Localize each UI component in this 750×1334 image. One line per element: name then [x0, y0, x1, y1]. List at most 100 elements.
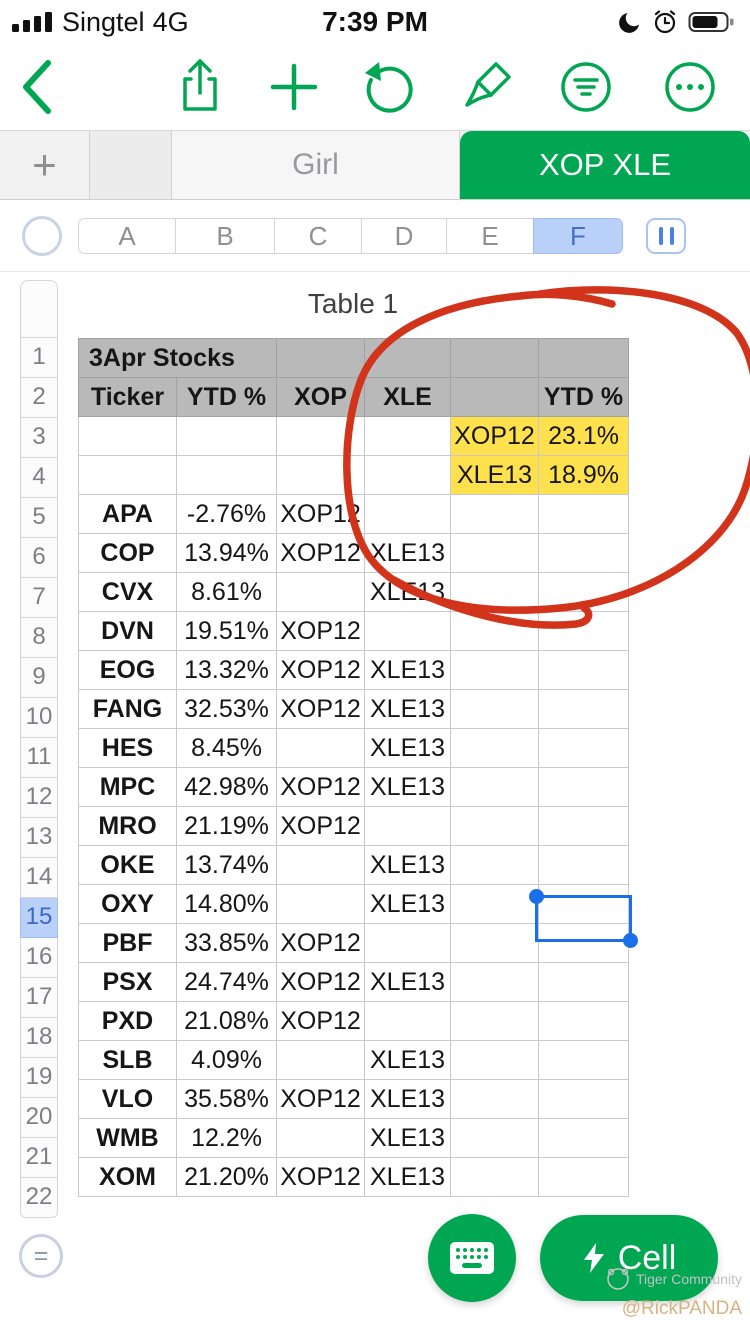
xle-cell[interactable]: XLE13 [364, 1118, 452, 1158]
ytd-cell[interactable]: 8.61% [175, 572, 278, 612]
header-cell[interactable] [450, 338, 540, 378]
xop-cell[interactable]: XOP12 [276, 962, 366, 1002]
empty-cell[interactable] [276, 455, 366, 495]
empty-cell[interactable] [450, 1079, 540, 1119]
table-header-cell[interactable]: 3Apr Stocks [77, 338, 278, 378]
ticker-cell[interactable]: PXD [78, 1001, 177, 1041]
row-number-5[interactable]: 5 [20, 498, 58, 538]
ytd-cell[interactable]: 13.32% [175, 650, 278, 690]
row-number-22[interactable]: 22 [20, 1178, 58, 1218]
row-number-12[interactable]: 12 [20, 778, 58, 818]
column-header-a[interactable]: A [78, 218, 176, 254]
ticker-cell[interactable]: XOM [78, 1157, 177, 1197]
share-button[interactable] [172, 56, 228, 118]
row-number-3[interactable]: 3 [20, 418, 58, 458]
ticker-cell[interactable]: EOG [78, 650, 177, 690]
ytd-cell[interactable]: 13.74% [175, 845, 278, 885]
row-number-16[interactable]: 16 [20, 938, 58, 978]
ytd-cell[interactable]: 13.94% [175, 533, 278, 573]
empty-cell[interactable] [538, 923, 630, 963]
ytd-cell[interactable]: 35.58% [175, 1079, 278, 1119]
header-cell[interactable] [538, 338, 630, 378]
format-brush-button[interactable] [461, 56, 517, 118]
row-number-20[interactable]: 20 [20, 1098, 58, 1138]
row-number-11[interactable]: 11 [20, 738, 58, 778]
xop-cell[interactable]: XOP12 [276, 611, 366, 651]
ticker-cell[interactable]: DVN [78, 611, 177, 651]
empty-cell[interactable] [175, 416, 278, 456]
column-header-f[interactable]: F [533, 218, 623, 254]
xop-cell[interactable]: XOP12 [276, 923, 366, 963]
empty-cell[interactable] [538, 1040, 630, 1080]
row-number-13[interactable]: 13 [20, 818, 58, 858]
row-number-10[interactable]: 10 [20, 698, 58, 738]
xop-cell[interactable]: XOP12 [276, 1001, 366, 1041]
empty-cell[interactable] [450, 767, 540, 807]
xle-cell[interactable]: XLE13 [364, 689, 452, 729]
empty-cell[interactable] [538, 533, 630, 573]
ticker-cell[interactable]: SLB [78, 1040, 177, 1080]
empty-cell[interactable] [450, 572, 540, 612]
header-cell[interactable]: Ticker [78, 377, 177, 417]
column-handle-button[interactable] [646, 218, 686, 254]
empty-cell[interactable] [450, 728, 540, 768]
empty-cell[interactable] [538, 611, 630, 651]
ytd-cell[interactable]: 42.98% [175, 767, 278, 807]
callout-value-cell[interactable]: 18.9% [538, 455, 630, 495]
xle-cell[interactable]: XLE13 [364, 572, 452, 612]
ticker-cell[interactable]: OXY [78, 884, 177, 924]
column-header-e[interactable]: E [446, 218, 534, 254]
empty-cell[interactable] [78, 455, 177, 495]
header-cell[interactable]: YTD % [175, 377, 278, 417]
xle-cell[interactable]: XLE13 [364, 1157, 452, 1197]
empty-cell[interactable] [538, 767, 630, 807]
row-number-header[interactable] [20, 280, 58, 338]
header-cell[interactable]: XLE [364, 377, 452, 417]
selection-handle-top-left[interactable] [529, 889, 544, 904]
xle-cell[interactable]: XLE13 [364, 728, 452, 768]
add-sheet-tab[interactable]: + [0, 131, 90, 199]
empty-cell[interactable] [450, 923, 540, 963]
empty-cell[interactable] [538, 494, 630, 534]
empty-cell[interactable] [538, 572, 630, 612]
header-cell[interactable] [276, 338, 366, 378]
row-number-2[interactable]: 2 [20, 378, 58, 418]
row-number-21[interactable]: 21 [20, 1138, 58, 1178]
sheet-tab-xop-xle[interactable]: XOP XLE [460, 131, 750, 199]
xle-cell[interactable]: XLE13 [364, 962, 452, 1002]
xop-cell[interactable]: XOP12 [276, 1079, 366, 1119]
ticker-cell[interactable]: MPC [78, 767, 177, 807]
xle-cell[interactable]: XLE13 [364, 533, 452, 573]
row-number-8[interactable]: 8 [20, 618, 58, 658]
empty-cell[interactable] [450, 884, 540, 924]
ticker-cell[interactable]: MRO [78, 806, 177, 846]
empty-cell[interactable] [450, 650, 540, 690]
ticker-cell[interactable]: APA [78, 494, 177, 534]
ticker-cell[interactable]: OKE [78, 845, 177, 885]
header-cell[interactable] [364, 338, 452, 378]
ytd-cell[interactable]: 8.45% [175, 728, 278, 768]
empty-cell[interactable] [450, 689, 540, 729]
column-header-d[interactable]: D [361, 218, 447, 254]
empty-cell[interactable] [450, 962, 540, 1002]
ticker-cell[interactable]: PSX [78, 962, 177, 1002]
xop-cell[interactable]: XOP12 [276, 767, 366, 807]
column-header-c[interactable]: C [274, 218, 362, 254]
callout-value-cell[interactable]: 23.1% [538, 416, 630, 456]
xle-cell[interactable]: XLE13 [364, 845, 452, 885]
row-number-19[interactable]: 19 [20, 1058, 58, 1098]
empty-cell[interactable] [175, 455, 278, 495]
selected-cell-f15[interactable] [529, 889, 638, 948]
xle-cell[interactable]: XLE13 [364, 1079, 452, 1119]
ticker-cell[interactable]: VLO [78, 1079, 177, 1119]
empty-cell[interactable] [78, 416, 177, 456]
callout-label-cell[interactable]: XLE13 [450, 455, 540, 495]
ytd-cell[interactable]: 14.80% [175, 884, 278, 924]
ytd-cell[interactable]: 4.09% [175, 1040, 278, 1080]
xop-cell[interactable] [276, 728, 366, 768]
xop-cell[interactable]: XOP12 [276, 494, 366, 534]
callout-label-cell[interactable]: XOP12 [450, 416, 540, 456]
empty-cell[interactable] [450, 611, 540, 651]
empty-cell[interactable] [450, 1001, 540, 1041]
more-button[interactable] [662, 56, 718, 118]
